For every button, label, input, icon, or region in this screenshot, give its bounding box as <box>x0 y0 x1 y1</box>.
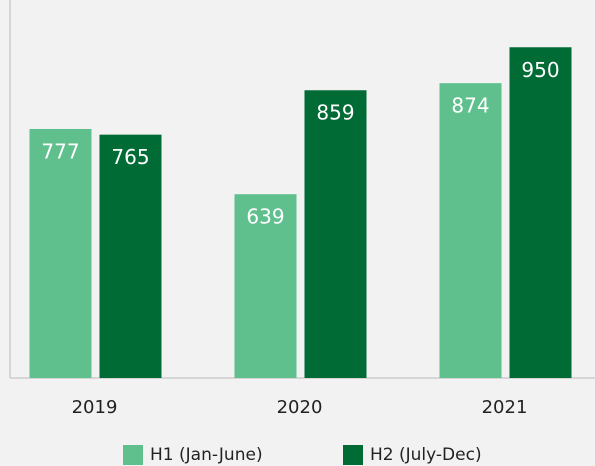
legend-label: H1 (Jan-June) <box>150 445 263 465</box>
x-tick-label: 2021 <box>482 397 528 418</box>
bar <box>304 90 367 378</box>
x-tick-label: 2019 <box>72 397 118 418</box>
value-label: 765 <box>111 145 149 169</box>
bar <box>29 128 92 378</box>
value-label: 950 <box>521 58 559 82</box>
legend-label: H2 (July-Dec) <box>370 445 482 465</box>
bar <box>439 83 502 378</box>
legend-swatch <box>343 445 363 465</box>
value-label: 874 <box>451 94 489 118</box>
value-label: 777 <box>41 139 79 163</box>
bar <box>509 47 572 378</box>
value-label: 859 <box>316 101 354 125</box>
bar <box>234 194 297 378</box>
x-tick-label: 2020 <box>277 397 323 418</box>
legend-swatch <box>123 445 143 465</box>
value-label: 639 <box>246 205 284 229</box>
bar <box>99 134 162 378</box>
